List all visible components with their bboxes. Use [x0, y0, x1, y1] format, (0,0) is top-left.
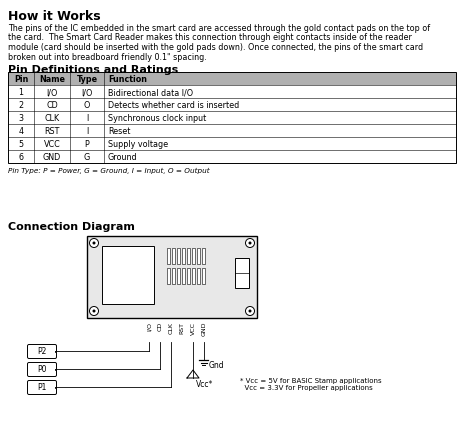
Bar [8, 72, 456, 85]
Text: Bidirectional data I/O: Bidirectional data I/O [108, 88, 193, 97]
Text: Reset: Reset [108, 127, 130, 136]
Bar [187, 248, 191, 264]
Text: 3: 3 [18, 114, 24, 123]
Bar [182, 268, 185, 284]
Text: Function: Function [108, 75, 147, 84]
Text: GND: GND [43, 153, 61, 162]
Text: Detects whether card is inserted: Detects whether card is inserted [108, 101, 239, 110]
Circle shape [246, 239, 255, 248]
Circle shape [248, 310, 252, 313]
Bar [182, 248, 185, 264]
Text: 5: 5 [18, 140, 24, 149]
Bar [167, 268, 171, 284]
Bar [172, 268, 175, 284]
Text: G: G [84, 153, 90, 162]
Circle shape [92, 241, 95, 244]
Text: Type: Type [76, 75, 98, 84]
Text: 1: 1 [18, 88, 24, 97]
Text: VCC: VCC [44, 140, 60, 149]
Bar [202, 268, 206, 284]
Text: Name: Name [39, 75, 65, 84]
Text: Gnd: Gnd [209, 361, 225, 370]
Text: P2: P2 [37, 347, 46, 356]
Bar [177, 268, 181, 284]
Text: P1: P1 [37, 383, 46, 392]
Bar [187, 268, 191, 284]
Text: broken out into breadboard friendly 0.1" spacing.: broken out into breadboard friendly 0.1"… [8, 53, 207, 62]
Text: I: I [86, 127, 88, 136]
Bar [197, 248, 201, 264]
Text: I/O: I/O [146, 322, 152, 331]
Text: Pin Definitions and Ratings: Pin Definitions and Ratings [8, 65, 178, 75]
Circle shape [90, 306, 99, 315]
Text: I: I [86, 114, 88, 123]
Text: CD: CD [46, 101, 58, 110]
Bar [197, 268, 201, 284]
Text: RST: RST [180, 322, 184, 334]
Text: VCC: VCC [191, 322, 195, 335]
Text: I/O: I/O [82, 88, 93, 97]
Bar [192, 268, 195, 284]
Text: RST: RST [44, 127, 60, 136]
Text: Pin Type: P = Power, G = Ground, I = Input, O = Output: Pin Type: P = Power, G = Ground, I = Inp… [8, 168, 210, 174]
Text: GND: GND [201, 322, 207, 336]
Text: CLK: CLK [45, 114, 60, 123]
Bar [102, 246, 154, 304]
Bar [202, 248, 206, 264]
Bar [235, 258, 249, 288]
Bar [172, 248, 175, 264]
Bar [177, 248, 181, 264]
Text: O: O [84, 101, 90, 110]
Text: 2: 2 [18, 101, 24, 110]
Bar [192, 248, 195, 264]
Text: Supply voltage: Supply voltage [108, 140, 168, 149]
Bar [167, 248, 171, 264]
Text: Vcc*: Vcc* [196, 380, 213, 389]
Circle shape [246, 306, 255, 315]
Text: 6: 6 [18, 153, 24, 162]
Circle shape [92, 310, 95, 313]
Text: P: P [85, 140, 90, 149]
Bar [87, 236, 257, 318]
Text: Synchronous clock input: Synchronous clock input [108, 114, 206, 123]
Bar [8, 72, 456, 163]
Text: I/O: I/O [46, 88, 58, 97]
Text: P0: P0 [37, 365, 47, 374]
Text: How it Works: How it Works [8, 10, 100, 23]
Text: CD: CD [157, 322, 163, 331]
Text: Pin: Pin [14, 75, 28, 84]
Text: The pins of the IC embedded in the smart card are accessed through the gold cont: The pins of the IC embedded in the smart… [8, 24, 430, 33]
Text: * Vcc = 5V for BASIC Stamp applications
  Vcc = 3.3V for Propeller applications: * Vcc = 5V for BASIC Stamp applications … [240, 378, 382, 391]
Text: CLK: CLK [168, 322, 173, 334]
Circle shape [90, 239, 99, 248]
Text: the card.  The Smart Card Reader makes this connection through eight contacts in: the card. The Smart Card Reader makes th… [8, 33, 412, 42]
Circle shape [248, 241, 252, 244]
Text: Ground: Ground [108, 153, 137, 162]
Text: module (card should be inserted with the gold pads down). Once connected, the pi: module (card should be inserted with the… [8, 43, 423, 52]
Text: 4: 4 [18, 127, 24, 136]
Text: Connection Diagram: Connection Diagram [8, 222, 135, 232]
